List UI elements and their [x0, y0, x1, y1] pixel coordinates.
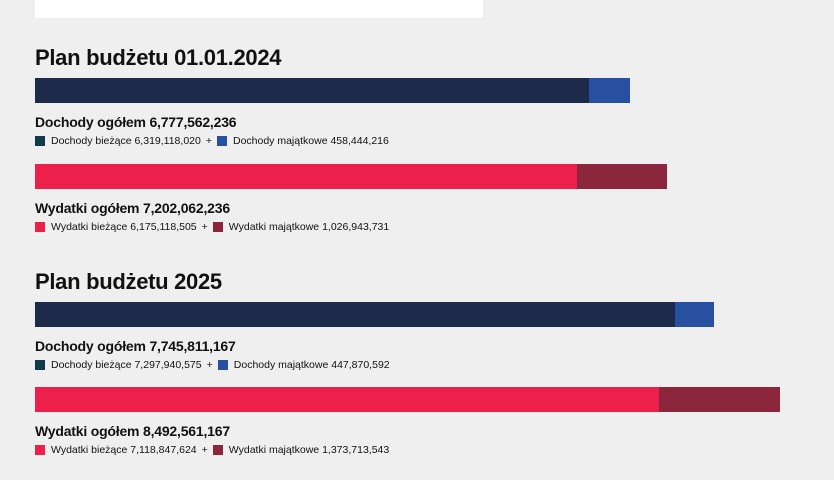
legend-plus: + — [206, 359, 213, 371]
legend-swatch-expense-capital — [212, 222, 223, 232]
income-total-label: Dochody ogółem 7,745,811,167 — [35, 338, 236, 354]
bar-segment-income-current — [35, 78, 590, 103]
bar-segment-expense-current — [35, 387, 660, 412]
legend-swatch-income-current — [35, 360, 45, 370]
legend-plus: + — [205, 135, 212, 147]
expense-bar — [35, 164, 815, 189]
bar-segment-income-current — [35, 302, 676, 327]
top-white-panel — [35, 0, 483, 18]
expense-legend: Wydatki bieżące 7,118,847,624 + Wydatki … — [35, 443, 815, 457]
income-group: Dochody ogółem 7,745,811,167 Dochody bie… — [35, 302, 815, 372]
income-bar — [35, 302, 815, 327]
section-title: Plan budżetu 2025 — [35, 269, 222, 294]
income-total-label: Dochody ogółem 6,777,562,236 — [35, 114, 237, 130]
bar-segment-income-capital — [589, 78, 630, 103]
expense-total-label: Wydatki ogółem 7,202,062,236 — [35, 200, 230, 216]
legend-plus: + — [201, 221, 208, 233]
bar-segment-expense-capital — [576, 164, 667, 189]
budget-section-2024: Plan budżetu 01.01.2024 Dochody ogółem 6… — [35, 44, 815, 234]
legend-label-income-capital: Dochody majątkowe 447,870,592 — [233, 359, 390, 371]
section-title: Plan budżetu 01.01.2024 — [35, 45, 282, 70]
legend-swatch-expense-current — [35, 445, 45, 455]
expense-group: Wydatki ogółem 7,202,062,236 Wydatki bie… — [35, 164, 815, 234]
legend-label-expense-capital: Wydatki majątkowe 1,373,713,543 — [228, 444, 390, 456]
bar-segment-income-capital — [675, 302, 715, 327]
legend-swatch-income-capital — [217, 360, 228, 370]
expense-bar — [35, 387, 815, 412]
income-group: Dochody ogółem 6,777,562,236 Dochody bie… — [35, 78, 815, 148]
legend-label-expense-current: Wydatki bieżące 7,118,847,624 — [51, 444, 197, 456]
bar-segment-expense-capital — [659, 387, 780, 412]
expense-legend: Wydatki bieżące 6,175,118,505 + Wydatki … — [35, 220, 815, 234]
legend-label-income-capital: Dochody majątkowe 458,444,216 — [232, 135, 389, 147]
legend-label-expense-current: Wydatki bieżące 6,175,118,505 — [51, 221, 197, 233]
legend-label-income-current: Dochody bieżące 7,297,940,575 — [51, 359, 202, 371]
legend-swatch-expense-current — [35, 222, 45, 232]
legend-swatch-income-capital — [216, 136, 227, 146]
income-legend: Dochody bieżące 7,297,940,575 + Dochody … — [35, 358, 815, 372]
legend-plus: + — [201, 444, 208, 456]
expense-total-label: Wydatki ogółem 8,492,561,167 — [35, 423, 230, 439]
budget-section-2025: Plan budżetu 2025 Dochody ogółem 7,745,8… — [35, 268, 815, 457]
income-bar — [35, 78, 815, 103]
bar-segment-expense-current — [35, 164, 577, 189]
legend-swatch-expense-capital — [212, 445, 223, 455]
legend-swatch-income-current — [35, 136, 45, 146]
legend-label-expense-capital: Wydatki majątkowe 1,026,943,731 — [228, 221, 390, 233]
income-legend: Dochody bieżące 6,319,118,020 + Dochody … — [35, 134, 815, 148]
expense-group: Wydatki ogółem 8,492,561,167 Wydatki bie… — [35, 387, 815, 457]
legend-label-income-current: Dochody bieżące 6,319,118,020 — [51, 135, 201, 147]
